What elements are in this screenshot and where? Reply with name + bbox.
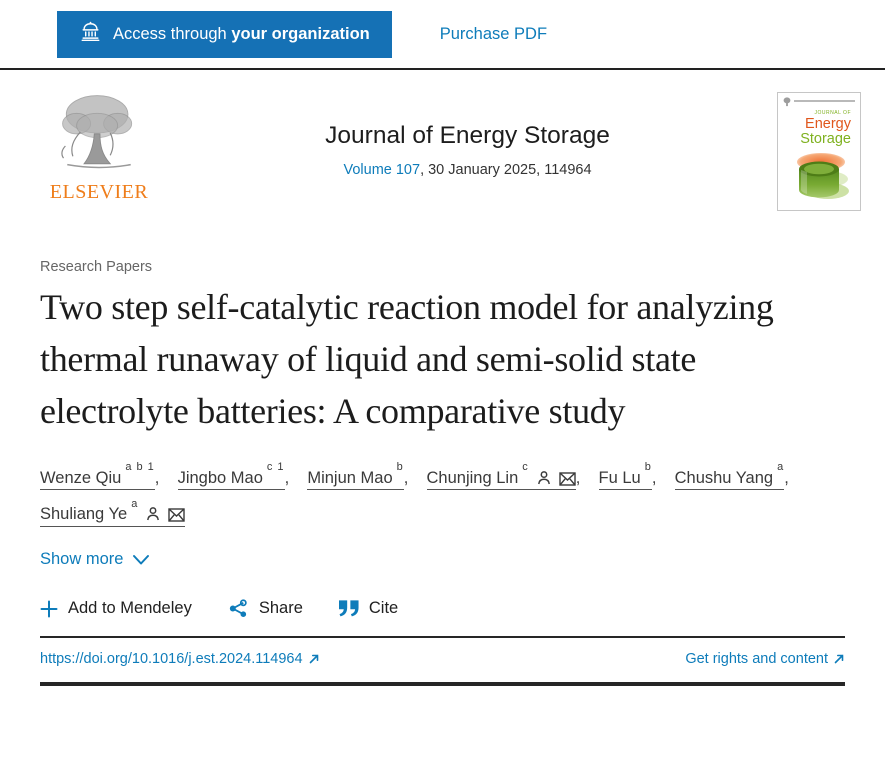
- doi-section: https://doi.org/10.1016/j.est.2024.11496…: [40, 636, 845, 686]
- top-bar: Access through your organization Purchas…: [0, 0, 885, 70]
- cover-microtext-bar: [794, 100, 855, 102]
- author-link[interactable]: Chushu Yanga: [674, 461, 785, 490]
- person-icon: [537, 470, 550, 484]
- author-superscript: c 1: [266, 461, 285, 473]
- external-link-icon: [834, 654, 844, 664]
- author-item: Shuliang Yea: [40, 498, 186, 527]
- journal-cover-thumbnail[interactable]: JOURNAL OF Energy Storage: [777, 92, 861, 211]
- author-superscript: a: [777, 461, 785, 473]
- author-link[interactable]: Jingbo Maoc 1: [177, 461, 285, 490]
- elsevier-logo[interactable]: ELSEVIER: [40, 90, 158, 211]
- article-category: Research Papers: [40, 259, 153, 275]
- action-bar: Add to Mendeley Share Cite: [40, 598, 845, 619]
- author-item: Jingbo Maoc 1,: [177, 461, 303, 490]
- author-link[interactable]: Chunjing Linc: [426, 461, 576, 490]
- author-separator: ,: [651, 468, 662, 487]
- author-link[interactable]: Minjun Maob: [307, 461, 404, 490]
- share-button[interactable]: Share: [228, 598, 303, 619]
- volume-link[interactable]: Volume 107: [343, 162, 421, 178]
- get-rights-link[interactable]: Get rights and content: [685, 651, 845, 667]
- cover-storage-word: Storage: [800, 130, 851, 147]
- authors-list: Wenze Qiua b 1, Jingbo Maoc 1, Minjun Ma…: [40, 457, 845, 530]
- institution-icon: [79, 20, 102, 48]
- author-separator: ,: [403, 468, 413, 487]
- author-link[interactable]: Wenze Qiua b 1: [40, 461, 155, 490]
- cover-cylinder-art: [797, 153, 849, 199]
- external-link-icon: [309, 654, 318, 664]
- author-superscript: a b 1: [125, 461, 155, 473]
- plus-icon: [40, 600, 58, 617]
- person-icon: [147, 507, 160, 521]
- author-separator: ,: [575, 468, 585, 487]
- doi-link[interactable]: https://doi.org/10.1016/j.est.2024.11496…: [40, 651, 320, 667]
- author-separator: ,: [784, 468, 794, 487]
- cover-kicker: JOURNAL OF: [814, 110, 851, 116]
- author-item: Fu Lub,: [598, 461, 671, 490]
- chevron-down-icon: [133, 554, 150, 564]
- show-more-button[interactable]: Show more: [40, 550, 150, 569]
- cite-icon: [338, 600, 359, 617]
- elsevier-wordmark: ELSEVIER: [49, 181, 149, 203]
- email-icon: [559, 471, 576, 486]
- author-link[interactable]: Shuliang Yea: [40, 498, 186, 527]
- author-link[interactable]: Fu Lub: [598, 461, 652, 490]
- author-separator: ,: [154, 468, 164, 487]
- access-organization-button[interactable]: Access through your organization: [57, 10, 392, 58]
- journal-title-link[interactable]: Journal of Energy Storage: [325, 122, 610, 149]
- journal-banner: ELSEVIER Journal of Energy Storage Volum…: [0, 70, 885, 219]
- add-to-mendeley-button[interactable]: Add to Mendeley: [40, 599, 192, 618]
- author-item: Minjun Maob,: [307, 461, 422, 490]
- author-item: Chunjing Linc,: [426, 461, 594, 490]
- cite-button[interactable]: Cite: [338, 599, 398, 618]
- purchase-pdf-link[interactable]: Purchase PDF: [439, 24, 548, 43]
- share-icon: [229, 599, 247, 617]
- cover-energy-word: Energy: [805, 116, 851, 132]
- author-item: Wenze Qiua b 1,: [40, 461, 173, 490]
- access-button-label: Access through your organization: [113, 24, 370, 43]
- article-title: Two step self-catalytic reaction model f…: [40, 287, 774, 431]
- elsevier-tree-icon: [51, 95, 147, 178]
- cover-tree-mark: [783, 97, 791, 107]
- author-superscript: b: [396, 461, 404, 473]
- author-superscript: a: [131, 497, 139, 510]
- author-superscript: b: [644, 461, 652, 473]
- author-separator: ,: [284, 468, 294, 487]
- email-icon: [168, 508, 186, 522]
- author-superscript: c: [522, 461, 529, 473]
- issue-info: , 30 January 2025, 114964: [420, 162, 592, 178]
- volume-issue-line: Volume 107, 30 January 2025, 114964: [158, 162, 777, 178]
- author-item: Chushu Yanga,: [674, 461, 803, 490]
